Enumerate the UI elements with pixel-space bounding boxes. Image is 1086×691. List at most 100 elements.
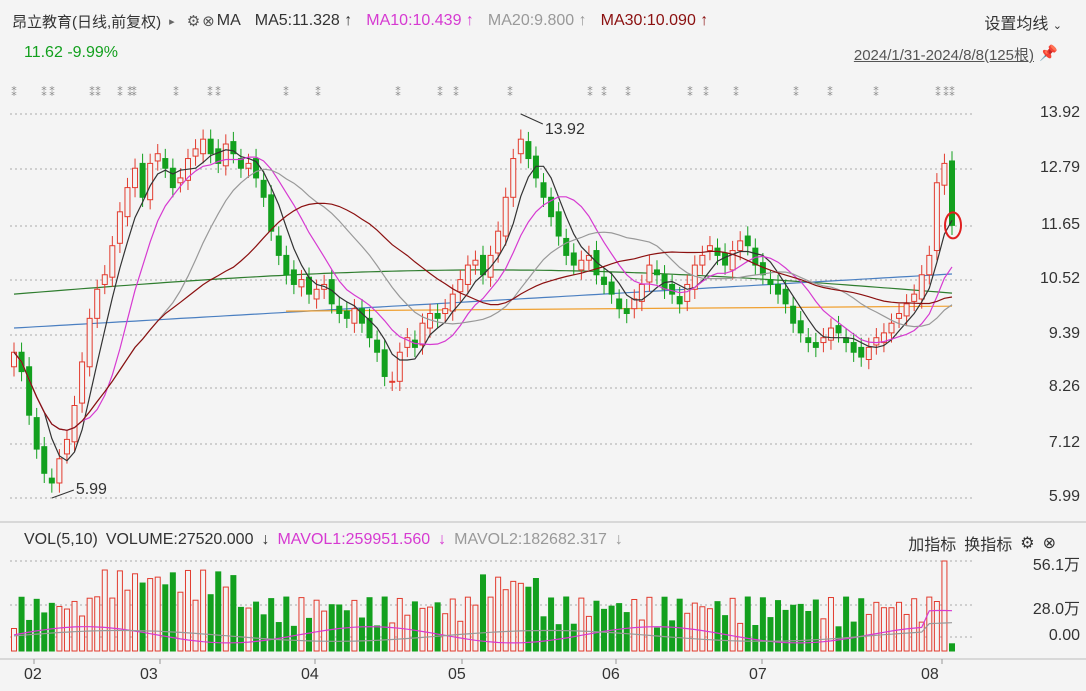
candle-body xyxy=(812,342,819,348)
volume-bar xyxy=(525,586,532,652)
x-axis-label: 03 xyxy=(140,666,158,683)
price-axis-label: 11.65 xyxy=(1041,216,1080,233)
volume-value: VOLUME:27520.000 xyxy=(105,531,254,548)
event-marker-icon: ⁑ xyxy=(949,86,955,99)
candle-body xyxy=(623,308,630,315)
candle-body xyxy=(290,269,297,285)
volume-bar xyxy=(812,599,819,652)
candle-body xyxy=(283,254,290,276)
volume-bar xyxy=(427,606,434,652)
candle-body xyxy=(336,305,343,315)
switch-indicator-button[interactable]: 换指标 xyxy=(964,537,1013,554)
ma-legend: 昂立教育(日线,前复权) ▸ ⚙ ⊗ MA MA5:11.328 ↑ MA10:… xyxy=(12,10,722,32)
volume-bar xyxy=(827,597,834,652)
candle-body xyxy=(253,158,260,179)
volume-bar xyxy=(631,598,638,652)
volume-bar xyxy=(124,589,131,652)
volume-bar xyxy=(502,589,509,652)
volume-bar xyxy=(722,615,729,652)
x-axis-label: 02 xyxy=(24,666,42,683)
candle-body xyxy=(495,230,502,254)
candle-body xyxy=(472,259,479,266)
candle-body xyxy=(222,143,229,167)
mavol2-down-arrow: ↓ xyxy=(614,531,623,548)
price-panel xyxy=(0,80,1086,520)
volume-bar xyxy=(237,606,244,652)
volume-bar xyxy=(653,627,660,652)
candle-body xyxy=(154,153,161,162)
volume-bar xyxy=(48,602,55,652)
volume-bar xyxy=(215,571,222,652)
volume-bar xyxy=(752,624,759,652)
volume-bar xyxy=(918,621,925,652)
high-annotation-arrow xyxy=(520,113,544,125)
volume-bar xyxy=(132,573,139,652)
candle-body xyxy=(669,283,676,295)
expand-triangle-icon[interactable]: ▸ xyxy=(169,15,175,28)
volume-bar xyxy=(449,598,456,652)
candle-body xyxy=(389,380,396,383)
volume-bar xyxy=(434,602,441,652)
volume-bar xyxy=(116,570,123,652)
candle-body xyxy=(162,158,169,169)
price-axis-label: 5.99 xyxy=(1048,488,1080,505)
mavol1-down-arrow: ↓ xyxy=(438,531,447,548)
volume-bar xyxy=(41,612,48,652)
ma-settings-button[interactable]: 设置均线 ⌄ xyxy=(984,10,1062,34)
candle-body xyxy=(949,160,955,226)
event-marker-icon: ⁑ xyxy=(95,86,101,99)
volume-bar xyxy=(86,597,93,652)
volume-bar xyxy=(896,601,903,652)
high-annotation: 13.92 xyxy=(545,121,585,138)
ma20-value: MA20:9.800 ↑ xyxy=(487,12,587,29)
gear-icon[interactable]: ⚙ xyxy=(1020,535,1035,552)
volume-bar xyxy=(797,603,804,652)
candle-body xyxy=(827,327,834,341)
close-icon[interactable]: ⊗ xyxy=(202,13,215,30)
candle-body xyxy=(169,167,176,189)
event-marker-icon: ⁑ xyxy=(117,86,123,99)
volume-bar xyxy=(63,608,70,652)
event-marker-icon: ⁑ xyxy=(943,86,949,99)
date-range[interactable]: 2024/1/31-2024/8/8(125根) xyxy=(853,47,1034,64)
volume-bar xyxy=(184,569,191,652)
volume-bar xyxy=(540,616,547,652)
event-marker-icon: ⁑ xyxy=(207,86,213,99)
volume-bar xyxy=(298,597,305,652)
close-icon[interactable]: ⊗ xyxy=(1042,535,1056,552)
event-marker-icon: ⁑ xyxy=(453,86,459,99)
volume-bar xyxy=(729,597,736,652)
candle-body xyxy=(790,305,797,324)
volume-bar xyxy=(79,615,86,652)
event-marker-icon: ⁑ xyxy=(49,86,55,99)
volume-bar xyxy=(245,607,252,652)
volume-bar xyxy=(646,596,653,652)
volume-bar xyxy=(177,591,184,652)
candle-body xyxy=(192,148,199,157)
volume-axis-label: 28.0万 xyxy=(1032,601,1080,618)
candle-body xyxy=(782,288,789,305)
candle-body xyxy=(56,458,63,484)
x-axis-label: 05 xyxy=(448,666,466,683)
volume-bar xyxy=(911,598,918,652)
volume-bar xyxy=(411,601,418,652)
ma5-line xyxy=(13,149,953,462)
candle-body xyxy=(86,317,93,368)
candle-body xyxy=(298,279,305,288)
candle-body xyxy=(896,313,903,319)
candle-body xyxy=(396,351,403,382)
candle-body xyxy=(608,281,615,295)
candle-body xyxy=(911,293,918,302)
pin-icon[interactable]: 📌 xyxy=(1039,45,1058,62)
volume-bar xyxy=(139,582,146,652)
add-indicator-button[interactable]: 加指标 xyxy=(908,537,957,554)
mavol1-line xyxy=(13,609,953,644)
candle-body xyxy=(555,211,562,237)
volume-bar xyxy=(275,622,282,652)
price-axis-label: 12.79 xyxy=(1039,159,1080,176)
low-annotation: 5.99 xyxy=(76,481,107,498)
gear-icon[interactable]: ⚙ xyxy=(186,13,201,30)
stock-name[interactable]: 昂立教育(日线,前复权) xyxy=(12,13,162,31)
candle-body xyxy=(933,182,940,252)
